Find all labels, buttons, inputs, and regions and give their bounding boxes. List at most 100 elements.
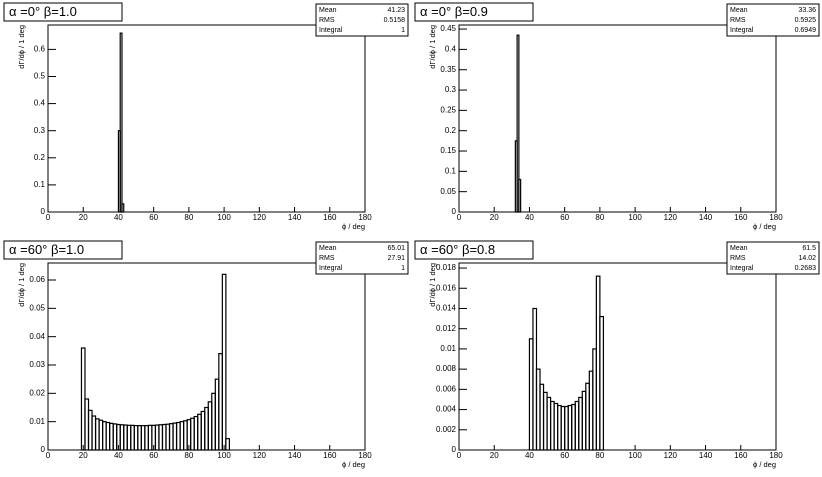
x-tick-label: 80 bbox=[595, 213, 604, 222]
x-tick-label: 60 bbox=[560, 451, 569, 460]
y-tick-label: 0.05 bbox=[440, 187, 456, 196]
chart-title: α =60° β=0.8 bbox=[420, 242, 495, 257]
histogram-bin bbox=[221, 273, 227, 451]
x-tick-label: 20 bbox=[79, 213, 88, 222]
x-tick-label: 140 bbox=[288, 451, 302, 460]
y-tick-label: 0.018 bbox=[436, 263, 457, 272]
plot-frame bbox=[47, 24, 366, 213]
x-tick-label: 40 bbox=[114, 451, 123, 460]
y-tick-label: 0.4 bbox=[34, 99, 46, 108]
x-tick-label: 120 bbox=[253, 451, 267, 460]
y-tick-label: 0.05 bbox=[29, 303, 45, 312]
y-tick-label: 0.25 bbox=[440, 105, 456, 114]
x-tick-label: 80 bbox=[184, 213, 193, 222]
x-axis-label: ϕ / deg bbox=[753, 460, 776, 469]
x-tick-label: 20 bbox=[490, 451, 499, 460]
stat-value: 14.02 bbox=[798, 255, 816, 262]
y-axis-label: dΓ/dϕ / 1 deg bbox=[428, 263, 437, 307]
x-axis-label: ϕ / deg bbox=[342, 460, 365, 469]
stat-value: 0.6949 bbox=[795, 27, 817, 34]
y-axis-label: dΓ/dϕ / 1 deg bbox=[17, 25, 26, 69]
x-tick-label: 140 bbox=[699, 451, 713, 460]
stat-label: Integral bbox=[730, 27, 754, 34]
histogram-bin bbox=[119, 32, 123, 213]
y-tick-label: 0.15 bbox=[440, 146, 456, 155]
y-tick-label: 0.008 bbox=[436, 364, 457, 373]
y-tick-label: 0.016 bbox=[436, 283, 457, 292]
x-tick-label: 80 bbox=[184, 451, 193, 460]
stat-value: 1 bbox=[401, 27, 405, 34]
x-tick-label: 0 bbox=[457, 451, 462, 460]
y-tick-label: 0.006 bbox=[436, 384, 457, 393]
stat-label: Mean bbox=[319, 7, 337, 14]
panel: 0 20 40 60 80 100 120 140 160 180 0 0.01 0.02 0.03 0.0… bbox=[3, 240, 409, 469]
plot-frame bbox=[458, 24, 777, 213]
y-axis-label: dΓ/dϕ / 1 deg bbox=[17, 263, 26, 307]
x-tick-label: 160 bbox=[734, 451, 748, 460]
chart-title: α =60° β=1.0 bbox=[9, 242, 84, 257]
x-tick-label: 40 bbox=[525, 213, 534, 222]
stat-label: Integral bbox=[319, 265, 343, 272]
y-tick-label: 0.002 bbox=[436, 425, 457, 434]
y-tick-label: 0.4 bbox=[445, 45, 457, 54]
chart-title: α =0° β=1.0 bbox=[9, 4, 77, 19]
x-tick-label: 100 bbox=[628, 451, 642, 460]
y-tick-label: 0.1 bbox=[445, 166, 457, 175]
x-tick-label: 160 bbox=[734, 213, 748, 222]
stat-label: Mean bbox=[319, 245, 337, 252]
y-tick-label: 0 bbox=[452, 207, 457, 216]
title-box bbox=[3, 240, 123, 260]
x-tick-label: 120 bbox=[664, 213, 678, 222]
stat-label: RMS bbox=[730, 255, 746, 262]
y-tick-label: 0.012 bbox=[436, 324, 457, 333]
y-tick-label: 0 bbox=[452, 445, 457, 454]
stat-value: 0.2683 bbox=[795, 265, 817, 272]
x-axis-label: ϕ / deg bbox=[753, 222, 776, 231]
stat-label: Integral bbox=[730, 265, 754, 272]
x-tick-label: 120 bbox=[664, 451, 678, 460]
stat-value: 61.5 bbox=[802, 245, 816, 252]
stats-box bbox=[315, 3, 409, 37]
x-tick-label: 120 bbox=[253, 213, 267, 222]
y-tick-label: 0.04 bbox=[29, 332, 45, 341]
x-tick-label: 20 bbox=[79, 451, 88, 460]
stat-value: 33.36 bbox=[798, 7, 816, 14]
panel: 0 20 40 60 80 100 120 140 160 180 0 0.002 0.004 0.006… bbox=[414, 240, 820, 469]
stat-label: Mean bbox=[730, 7, 748, 14]
y-tick-label: 0.06 bbox=[29, 275, 45, 284]
stats-box bbox=[726, 241, 820, 275]
stats-box bbox=[726, 3, 820, 37]
x-tick-label: 160 bbox=[323, 451, 337, 460]
x-tick-label: 40 bbox=[114, 213, 123, 222]
stat-value: 41.23 bbox=[387, 7, 405, 14]
y-tick-label: 0.03 bbox=[29, 360, 45, 369]
y-tick-label: 0.2 bbox=[34, 153, 46, 162]
histogram-bin bbox=[518, 178, 522, 213]
stat-label: RMS bbox=[319, 17, 335, 24]
x-tick-label: 180 bbox=[358, 213, 372, 222]
x-tick-label: 60 bbox=[149, 213, 158, 222]
y-tick-label: 0.004 bbox=[436, 405, 457, 414]
x-tick-label: 80 bbox=[595, 451, 604, 460]
x-tick-label: 100 bbox=[217, 451, 231, 460]
x-tick-label: 140 bbox=[699, 213, 713, 222]
x-tick-label: 180 bbox=[769, 213, 783, 222]
y-tick-label: 0.3 bbox=[34, 126, 46, 135]
y-tick-label: 0.3 bbox=[445, 85, 457, 94]
x-tick-label: 0 bbox=[457, 213, 462, 222]
histogram-bin bbox=[516, 34, 520, 213]
stat-value: 1 bbox=[401, 265, 405, 272]
histogram-bin bbox=[225, 438, 230, 451]
y-tick-label: 0.2 bbox=[445, 126, 457, 135]
y-axis-label: dΓ/dϕ / 1 deg bbox=[428, 25, 437, 69]
x-tick-label: 100 bbox=[217, 213, 231, 222]
panel: 0 20 40 60 80 100 120 140 160 180 0 0.1 0.2 0.3 0.4 0.5… bbox=[3, 2, 409, 231]
y-tick-label: 0.5 bbox=[34, 72, 46, 81]
x-tick-label: 60 bbox=[149, 451, 158, 460]
x-tick-label: 20 bbox=[490, 213, 499, 222]
stat-label: Mean bbox=[730, 245, 748, 252]
title-box bbox=[3, 2, 123, 22]
y-tick-label: 0.1 bbox=[34, 180, 46, 189]
x-tick-label: 0 bbox=[46, 213, 51, 222]
